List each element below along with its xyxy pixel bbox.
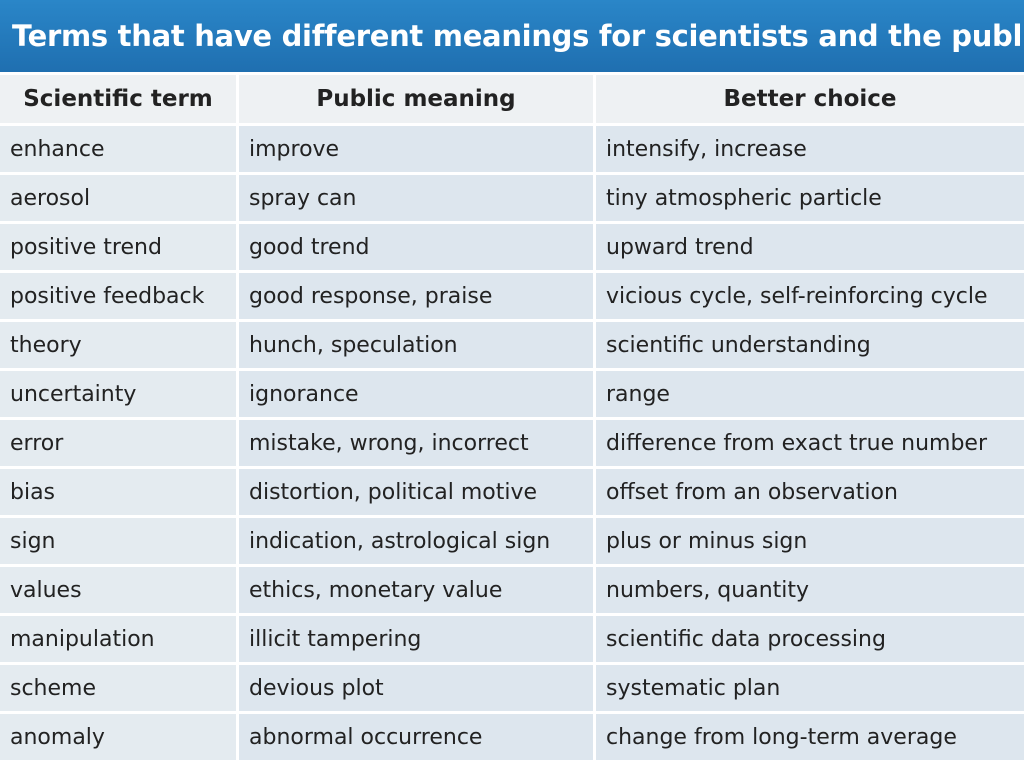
table: Scientific term Public meaning Better choi…	[0, 72, 1024, 760]
table-cell: intensify, increase	[596, 126, 1024, 172]
table-cell: error	[0, 420, 236, 466]
table-cell: anomaly	[0, 714, 236, 760]
table-cell: scheme	[0, 665, 236, 711]
table-cell: good response, praise	[239, 273, 593, 319]
table-cell: systematic plan	[596, 665, 1024, 711]
table-cell: bias	[0, 469, 236, 515]
table-cell: uncertainty	[0, 371, 236, 417]
table-cell: plus or minus sign	[596, 518, 1024, 564]
table-cell: values	[0, 567, 236, 613]
table-cell: hunch, speculation	[239, 322, 593, 368]
table-cell: illicit tampering	[239, 616, 593, 662]
table-cell: scientific data processing	[596, 616, 1024, 662]
table-cell: distortion, political motive	[239, 469, 593, 515]
table-cell: theory	[0, 322, 236, 368]
table-cell: ethics, monetary value	[239, 567, 593, 613]
header-cell: Better choice	[596, 75, 1024, 123]
table-cell: tiny atmospheric particle	[596, 175, 1024, 221]
table-cell: change from long-term average	[596, 714, 1024, 760]
table-cell: devious plot	[239, 665, 593, 711]
table-cell: mistake, wrong, incorrect	[239, 420, 593, 466]
table-cell: positive feedback	[0, 273, 236, 319]
table-cell: abnormal occurrence	[239, 714, 593, 760]
header-cell: Scientific term	[0, 75, 236, 123]
table-cell: upward trend	[596, 224, 1024, 270]
table-cell: range	[596, 371, 1024, 417]
table-cell: ignorance	[239, 371, 593, 417]
table-cell: indication, astrological sign	[239, 518, 593, 564]
table-cell: scientific understanding	[596, 322, 1024, 368]
table-cell: vicious cycle, self-reinforcing cycle	[596, 273, 1024, 319]
table-cell: enhance	[0, 126, 236, 172]
table-cell: spray can	[239, 175, 593, 221]
table-cell: offset from an observation	[596, 469, 1024, 515]
table-cell: positive trend	[0, 224, 236, 270]
table-cell: sign	[0, 518, 236, 564]
table-cell: good trend	[239, 224, 593, 270]
table-cell: numbers, quantity	[596, 567, 1024, 613]
header-cell: Public meaning	[239, 75, 593, 123]
table-cell: aerosol	[0, 175, 236, 221]
title: Terms that have different meanings for s…	[0, 0, 1024, 72]
table-cell: manipulation	[0, 616, 236, 662]
table-cell: difference from exact true number	[596, 420, 1024, 466]
table-cell: improve	[239, 126, 593, 172]
